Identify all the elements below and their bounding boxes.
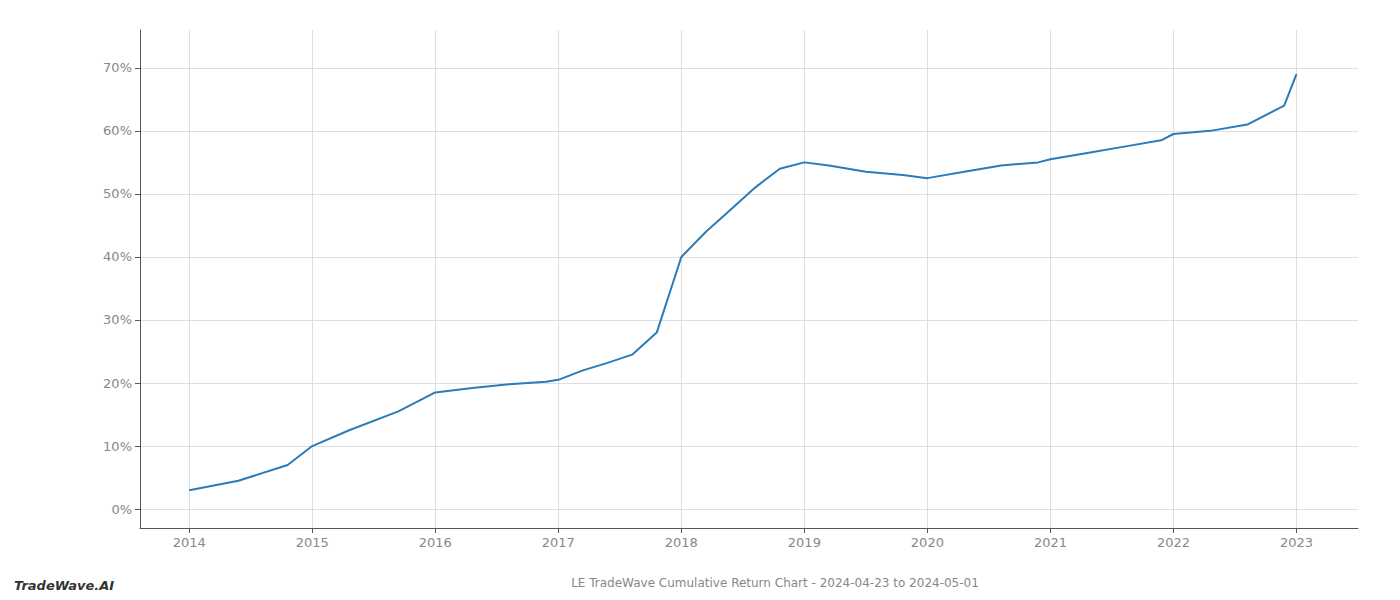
- svg-text:2016: 2016: [419, 535, 452, 550]
- svg-text:20%: 20%: [103, 376, 132, 391]
- svg-text:LE TradeWave Cumulative Return: LE TradeWave Cumulative Return Chart - 2…: [571, 576, 979, 590]
- svg-text:2014: 2014: [173, 535, 206, 550]
- svg-text:2021: 2021: [1034, 535, 1067, 550]
- svg-text:2019: 2019: [788, 535, 821, 550]
- svg-text:30%: 30%: [103, 312, 132, 327]
- svg-text:10%: 10%: [103, 439, 132, 454]
- svg-text:2022: 2022: [1157, 535, 1190, 550]
- svg-text:2023: 2023: [1280, 535, 1313, 550]
- svg-text:40%: 40%: [103, 249, 132, 264]
- svg-text:50%: 50%: [103, 186, 132, 201]
- svg-text:60%: 60%: [103, 123, 132, 138]
- svg-text:0%: 0%: [111, 502, 132, 517]
- svg-text:TradeWave.AI: TradeWave.AI: [14, 578, 114, 593]
- svg-text:2020: 2020: [911, 535, 944, 550]
- svg-text:2015: 2015: [296, 535, 329, 550]
- svg-text:2018: 2018: [665, 535, 698, 550]
- svg-text:2017: 2017: [542, 535, 575, 550]
- svg-text:70%: 70%: [103, 60, 132, 75]
